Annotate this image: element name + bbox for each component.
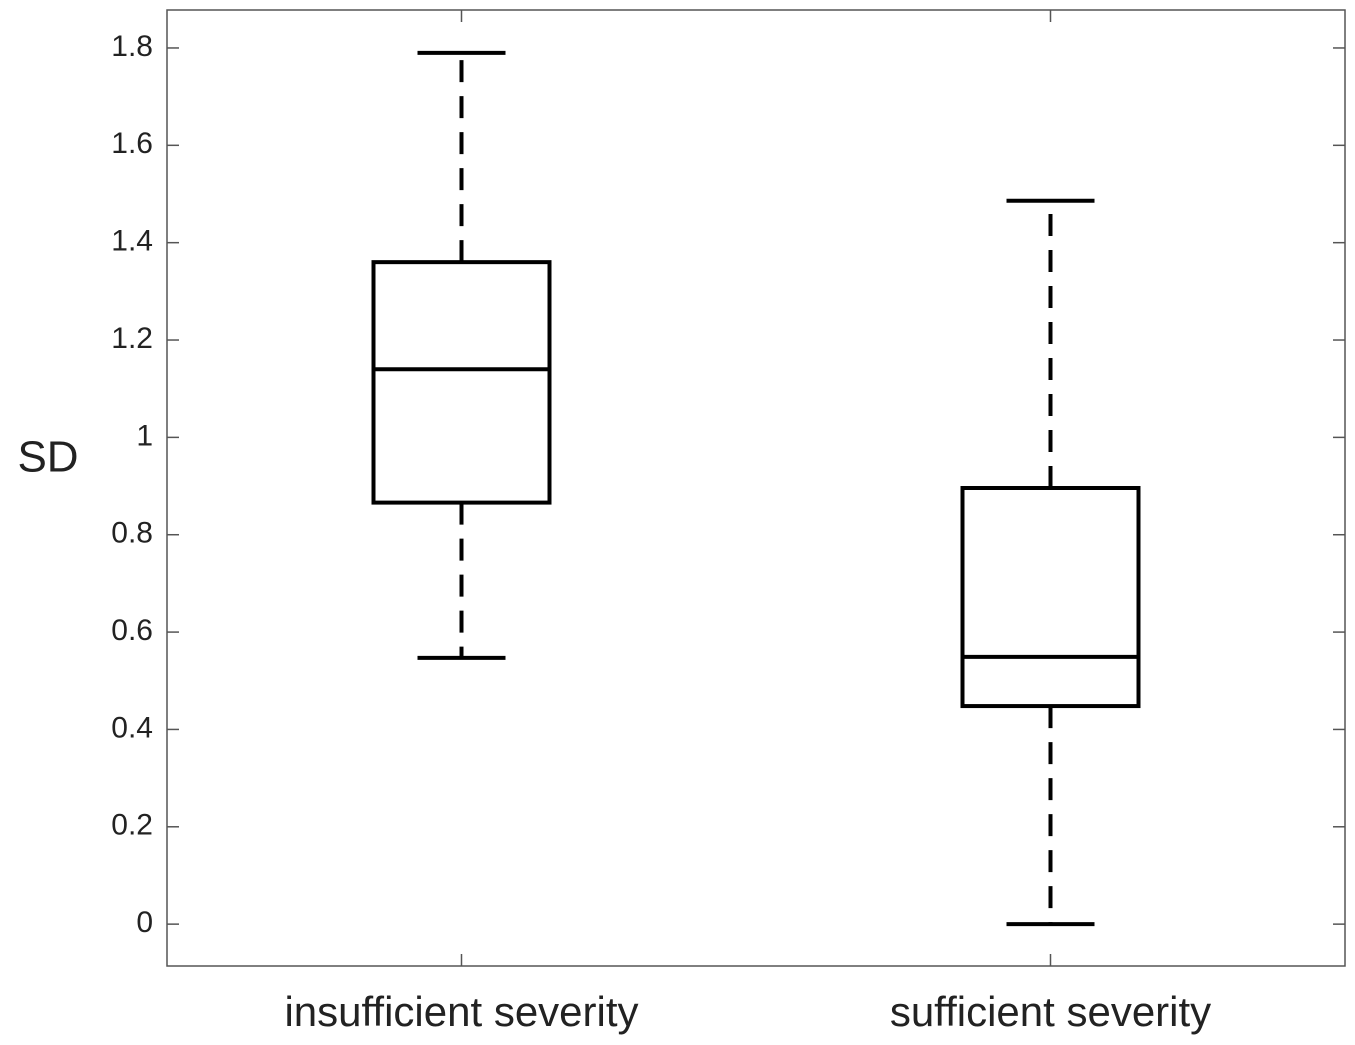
x-tick-label: insufficient severity — [284, 988, 638, 1035]
y-tick-label: 0.6 — [111, 614, 153, 647]
y-tick-label: 0.8 — [111, 517, 153, 550]
plot-frame — [166, 9, 1346, 967]
y-tick-label: 1.6 — [111, 127, 153, 160]
box — [960, 486, 1141, 709]
y-tick-label: 1.4 — [111, 225, 153, 258]
y-tick-label: 1 — [136, 419, 153, 452]
y-tick-label: 1.8 — [111, 30, 153, 63]
y-tick-label: 0.2 — [111, 809, 153, 842]
y-axis-label: SD — [17, 433, 78, 482]
y-tick-label: 0 — [136, 906, 153, 939]
box — [371, 260, 552, 505]
y-tick-label: 0.4 — [111, 711, 153, 744]
x-tick-label: sufficient severity — [890, 988, 1211, 1035]
y-tick-label: 1.2 — [111, 322, 153, 355]
